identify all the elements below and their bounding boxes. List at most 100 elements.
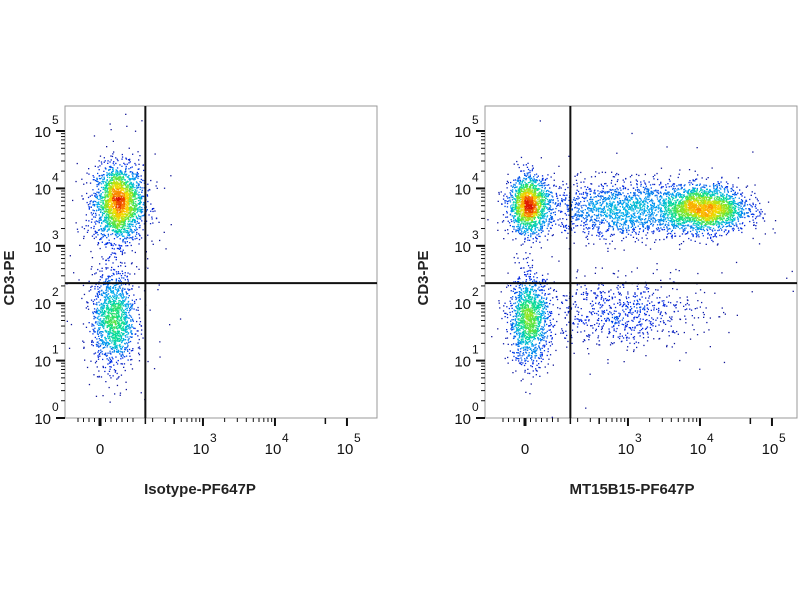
event-dot xyxy=(118,174,120,176)
event-dot xyxy=(608,333,610,335)
event-dot xyxy=(102,313,104,316)
event-dot xyxy=(109,368,111,370)
event-dot xyxy=(124,222,126,225)
event-dot xyxy=(117,197,120,199)
event-dot xyxy=(116,169,118,172)
event-dot xyxy=(141,211,144,213)
event-dot xyxy=(624,303,626,305)
event-dot xyxy=(89,195,91,197)
event-dot xyxy=(697,272,699,275)
event-dot xyxy=(111,177,113,179)
event-dot xyxy=(696,334,699,336)
event-dot xyxy=(109,226,111,228)
event-dot xyxy=(97,313,100,315)
event-dot xyxy=(560,225,562,227)
event-dot xyxy=(105,263,107,265)
event-dot xyxy=(98,194,101,196)
event-dot xyxy=(124,163,126,166)
event-dot xyxy=(133,209,135,211)
event-dot xyxy=(583,323,586,325)
event-dot xyxy=(121,313,123,315)
event-dot xyxy=(108,222,110,224)
event-dot xyxy=(645,327,648,329)
event-dot xyxy=(660,167,663,169)
event-dot xyxy=(107,316,109,318)
event-dot xyxy=(97,203,100,205)
event-dot xyxy=(116,188,118,190)
event-dot xyxy=(553,185,555,187)
event-dot xyxy=(119,285,121,287)
event-dot xyxy=(119,394,121,396)
event-dot xyxy=(125,291,127,293)
event-dot xyxy=(127,234,129,236)
event-dot xyxy=(753,221,755,224)
event-dot xyxy=(110,216,112,218)
event-dot xyxy=(602,187,604,190)
event-dot xyxy=(666,237,668,239)
event-dot xyxy=(129,355,131,357)
event-dot xyxy=(75,180,77,183)
event-dot xyxy=(128,326,130,328)
event-dot xyxy=(101,293,103,295)
event-dot xyxy=(110,360,113,362)
event-dot xyxy=(736,186,738,188)
event-dot xyxy=(98,301,100,303)
event-dot xyxy=(529,276,531,278)
event-dot xyxy=(122,235,124,237)
event-dot xyxy=(98,322,100,324)
event-dot xyxy=(99,345,101,348)
event-dot xyxy=(127,297,129,299)
event-dot xyxy=(114,233,117,236)
event-dot xyxy=(651,301,653,303)
event-dot xyxy=(545,280,547,282)
event-dot xyxy=(649,302,651,304)
event-dot xyxy=(117,220,120,222)
event-dot xyxy=(603,323,605,325)
event-dot xyxy=(130,191,132,193)
event-dot xyxy=(562,180,564,183)
event-dot xyxy=(124,311,126,314)
event-dot xyxy=(94,336,96,339)
event-dot xyxy=(131,326,134,328)
event-dot xyxy=(669,272,672,274)
event-dot xyxy=(113,326,115,328)
event-dot xyxy=(93,179,95,181)
event-dot xyxy=(132,189,134,191)
event-dot xyxy=(732,230,734,232)
event-dot xyxy=(608,328,610,330)
event-dot xyxy=(130,171,132,173)
event-dot xyxy=(498,302,500,304)
event-dot xyxy=(126,184,129,186)
event-dot xyxy=(88,290,90,292)
event-dot xyxy=(143,204,145,206)
event-dot xyxy=(597,229,599,231)
event-dot xyxy=(109,216,111,218)
event-dot xyxy=(522,164,525,166)
event-dot xyxy=(94,165,96,167)
event-dot xyxy=(560,187,562,189)
event-dot xyxy=(126,190,128,192)
event-dot xyxy=(121,341,123,343)
event-dot xyxy=(123,215,126,218)
event-dot xyxy=(755,227,757,230)
event-dot xyxy=(123,222,125,224)
event-dot xyxy=(506,337,509,339)
event-dot xyxy=(650,321,652,323)
y-tick-exponent: 5 xyxy=(52,113,59,127)
event-dot xyxy=(82,340,84,342)
event-dot xyxy=(541,355,543,357)
event-dot xyxy=(752,151,754,153)
event-dot xyxy=(582,341,584,343)
event-dot xyxy=(715,232,717,234)
event-dot xyxy=(577,195,579,198)
event-dot xyxy=(580,224,582,226)
event-dot xyxy=(732,186,734,188)
event-dot xyxy=(590,190,592,192)
event-dot xyxy=(120,302,123,304)
event-dot xyxy=(519,363,522,365)
event-dot xyxy=(118,205,120,208)
event-dot xyxy=(713,183,715,185)
event-dot xyxy=(111,171,113,173)
event-dot xyxy=(115,289,118,291)
event-dot xyxy=(128,310,131,312)
